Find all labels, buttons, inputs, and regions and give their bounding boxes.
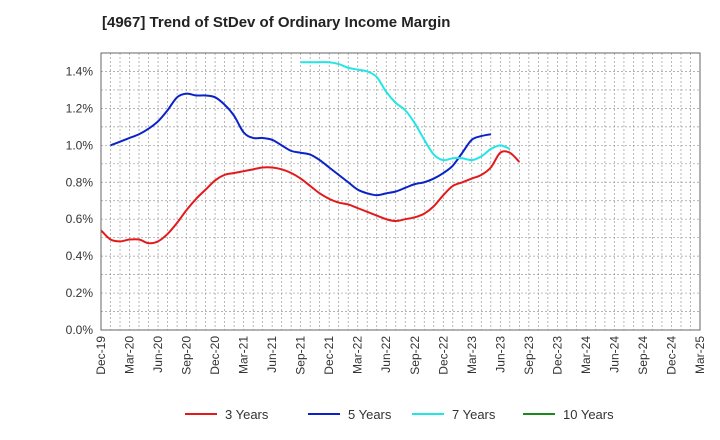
x-tick-label: Jun-20: [151, 336, 165, 373]
x-tick-label: Mar-20: [123, 336, 137, 374]
y-axis-ticks: 0.0% 0.2% 0.4% 0.6% 0.8% 1.0% 1.2% 1.4%: [66, 64, 94, 337]
y-tick-label: 0.2%: [66, 286, 94, 300]
x-tick-label: Dec-21: [322, 336, 336, 375]
x-tick-label: Mar-21: [237, 336, 251, 374]
x-tick-label: Jun-24: [607, 336, 621, 373]
x-tick-label: Jun-23: [493, 336, 507, 373]
x-tick-label: Sep-21: [294, 336, 308, 375]
plot-frame: [100, 52, 701, 331]
x-tick-label: Jun-21: [265, 336, 279, 373]
x-tick-label: Dec-24: [664, 336, 678, 375]
x-tick-label: Mar-25: [693, 336, 707, 374]
legend-label: 10 Years: [563, 407, 614, 422]
legend-label: 3 Years: [225, 407, 269, 422]
series-line-5-years: [110, 92, 492, 197]
y-tick-label: 0.6%: [66, 212, 94, 226]
x-tick-label: Sep-23: [522, 336, 536, 375]
x-tick-label: Sep-22: [408, 336, 422, 375]
y-tick-label: 0.0%: [66, 323, 94, 337]
y-tick-label: 0.4%: [66, 249, 94, 263]
legend: 3 Years 5 Years 7 Years 10 Years: [185, 407, 614, 422]
y-tick-label: 1.2%: [66, 101, 94, 115]
x-tick-label: Mar-22: [351, 336, 365, 374]
series-lines: [100, 61, 521, 245]
x-tick-label: Dec-23: [550, 336, 564, 375]
x-tick-label: Jun-22: [379, 336, 393, 373]
legend-label: 5 Years: [348, 407, 392, 422]
series-line-7-years: [300, 61, 511, 162]
chart-title: [4967] Trend of StDev of Ordinary Income…: [102, 14, 451, 31]
series-line-3-years: [100, 150, 521, 245]
y-tick-label: 1.0%: [66, 138, 94, 152]
x-tick-label: Dec-22: [436, 336, 450, 375]
x-tick-label: Mar-24: [579, 336, 593, 374]
legend-label: 7 Years: [452, 407, 496, 422]
x-tick-label: Dec-19: [94, 336, 108, 375]
x-tick-label: Mar-23: [465, 336, 479, 374]
x-tick-label: Dec-20: [208, 336, 222, 375]
x-axis-ticks: Dec-19 Mar-20 Jun-20 Sep-20 Dec-20 Mar-21 Jun-…: [94, 336, 707, 375]
x-tick-label: Sep-24: [636, 336, 650, 375]
x-tick-label: Sep-20: [180, 336, 194, 375]
y-tick-label: 0.8%: [66, 175, 94, 189]
y-tick-label: 1.4%: [66, 64, 94, 78]
